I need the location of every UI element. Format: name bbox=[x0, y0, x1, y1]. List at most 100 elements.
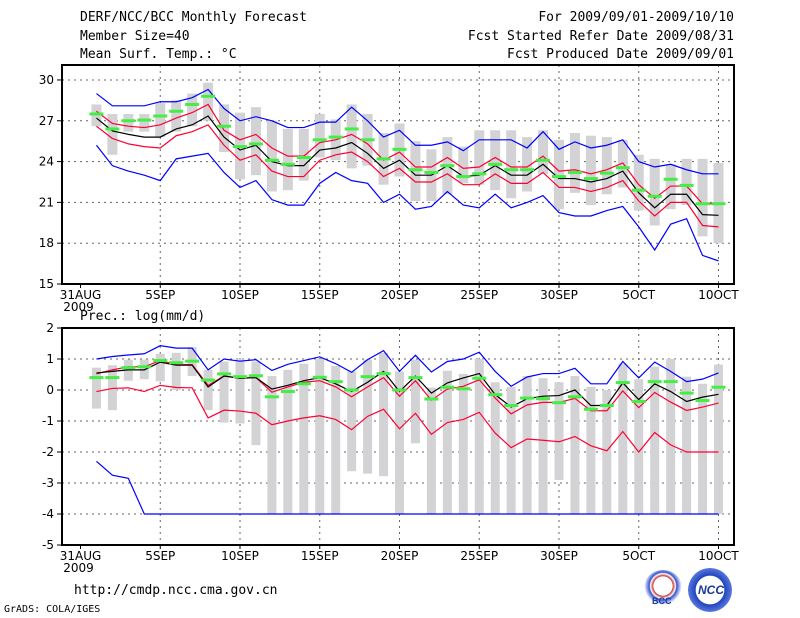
ensemble-box bbox=[474, 130, 485, 185]
ensemble-box bbox=[649, 158, 660, 226]
x-tick-label: 15SEP bbox=[301, 549, 339, 563]
observed-marker bbox=[599, 171, 614, 175]
ensemble-box bbox=[203, 369, 213, 411]
y-tick-label: -4 bbox=[42, 507, 54, 521]
observed-marker bbox=[631, 399, 646, 403]
y-tick-label: 0 bbox=[46, 383, 54, 397]
ensemble-box bbox=[347, 371, 357, 472]
plot-frame bbox=[61, 64, 735, 285]
observed-marker bbox=[392, 147, 407, 151]
ensemble-box bbox=[554, 382, 564, 480]
ensemble-box bbox=[203, 82, 214, 121]
ensemble-box bbox=[698, 383, 708, 514]
ensemble-box bbox=[123, 113, 134, 132]
x-tick-label: 10OCT bbox=[698, 549, 739, 563]
y-tick-label: 18 bbox=[39, 236, 54, 250]
observed-marker bbox=[408, 168, 423, 172]
series-line-lower-spread bbox=[96, 124, 719, 228]
grads-credit: GrADS: COLA/IGES bbox=[4, 604, 101, 615]
ensemble-box bbox=[570, 376, 580, 514]
ensemble-box bbox=[585, 135, 596, 206]
observed-marker bbox=[599, 404, 614, 407]
source-url[interactable]: http://cmdp.ncc.cma.gov.cn bbox=[74, 583, 278, 598]
ensemble-box bbox=[235, 359, 245, 424]
observed-marker bbox=[153, 114, 168, 118]
observed-marker bbox=[567, 170, 582, 174]
ensemble-box bbox=[155, 103, 166, 138]
ensemble-box bbox=[187, 93, 198, 127]
bcc-logo-text: BCC bbox=[652, 596, 672, 606]
ensemble-box bbox=[714, 364, 723, 514]
series-line-ensemble-max bbox=[96, 88, 719, 175]
observed-marker bbox=[615, 166, 630, 170]
y-tick-label: 30 bbox=[39, 73, 54, 87]
observed-marker bbox=[440, 385, 455, 389]
x-tick-label: 10OCT bbox=[698, 288, 739, 302]
y-tick-label: 15 bbox=[39, 277, 54, 291]
ensemble-box bbox=[458, 373, 468, 514]
observed-marker bbox=[376, 372, 391, 376]
observed-marker bbox=[264, 158, 279, 162]
observed-marker bbox=[328, 380, 343, 384]
observed-marker bbox=[536, 397, 551, 401]
ensemble-box bbox=[314, 113, 325, 158]
ensemble-box bbox=[538, 378, 548, 514]
observed-marker bbox=[248, 142, 263, 146]
ensemble-box bbox=[569, 133, 580, 193]
x-tick-label: 10SEP bbox=[221, 288, 259, 302]
observed-marker bbox=[552, 175, 566, 179]
y-tick-label: -5 bbox=[42, 538, 54, 552]
series-line-ensemble-min bbox=[95, 144, 719, 262]
ensemble-box bbox=[171, 100, 182, 132]
observed-marker bbox=[264, 395, 279, 399]
forecast-period: For 2009/09/01-2009/10/10 bbox=[538, 10, 734, 25]
ensemble-box bbox=[586, 386, 596, 514]
observed-marker bbox=[248, 374, 263, 378]
observed-marker bbox=[472, 376, 487, 380]
ensemble-box bbox=[410, 359, 420, 444]
x-tick-label: 5SEP bbox=[145, 549, 175, 563]
ensemble-box bbox=[298, 128, 309, 181]
observed-marker bbox=[89, 112, 104, 116]
observed-marker bbox=[376, 157, 391, 161]
observed-marker bbox=[233, 375, 247, 379]
ensemble-box bbox=[697, 158, 708, 237]
observed-marker bbox=[344, 388, 359, 392]
forecast-start-date: Fcst Started Refer Date 2009/08/31 bbox=[467, 29, 734, 44]
y-tick-label: 27 bbox=[39, 114, 54, 128]
observed-marker bbox=[360, 375, 375, 379]
ensemble-box bbox=[522, 137, 533, 192]
observed-marker bbox=[217, 124, 232, 128]
series-line-upper-spread bbox=[96, 103, 719, 205]
ensemble-box bbox=[490, 382, 500, 514]
observed-marker bbox=[105, 376, 120, 380]
observed-marker bbox=[105, 127, 120, 131]
ensemble-box bbox=[522, 376, 532, 514]
ensemble-box bbox=[346, 104, 357, 169]
plot-frame bbox=[61, 327, 735, 546]
y-tick-label: -3 bbox=[42, 476, 54, 490]
series-line-ensemble-max bbox=[96, 345, 719, 388]
observed-marker bbox=[153, 359, 168, 363]
ensemble-box bbox=[283, 369, 293, 514]
observed-marker bbox=[711, 202, 726, 206]
x-tick-label: 31AUG bbox=[60, 549, 102, 563]
observed-marker bbox=[520, 396, 535, 400]
x-tick-label: 20SEP bbox=[381, 549, 419, 563]
observed-marker bbox=[137, 365, 152, 369]
observed-marker bbox=[280, 162, 295, 166]
observed-marker bbox=[169, 361, 184, 365]
precipitation-panel: -5 -4 -3 -2 -1 0 1 2 31AUG 5SEP 10SEP 15SEP 20SEP 25S… bbox=[42, 321, 739, 575]
ensemble-box bbox=[91, 367, 101, 409]
ensemble-box bbox=[490, 130, 501, 191]
observed-marker bbox=[201, 378, 216, 382]
x-year-label: 2009 bbox=[63, 561, 94, 575]
ensemble-box bbox=[282, 128, 293, 191]
observed-marker bbox=[89, 376, 104, 380]
y-tick-label: 2 bbox=[46, 321, 54, 335]
ensemble-box bbox=[458, 146, 469, 184]
series-line-ensemble-mean bbox=[96, 361, 719, 408]
ensemble-box bbox=[681, 158, 692, 206]
observed-marker bbox=[217, 372, 232, 376]
observed-marker bbox=[504, 404, 519, 407]
